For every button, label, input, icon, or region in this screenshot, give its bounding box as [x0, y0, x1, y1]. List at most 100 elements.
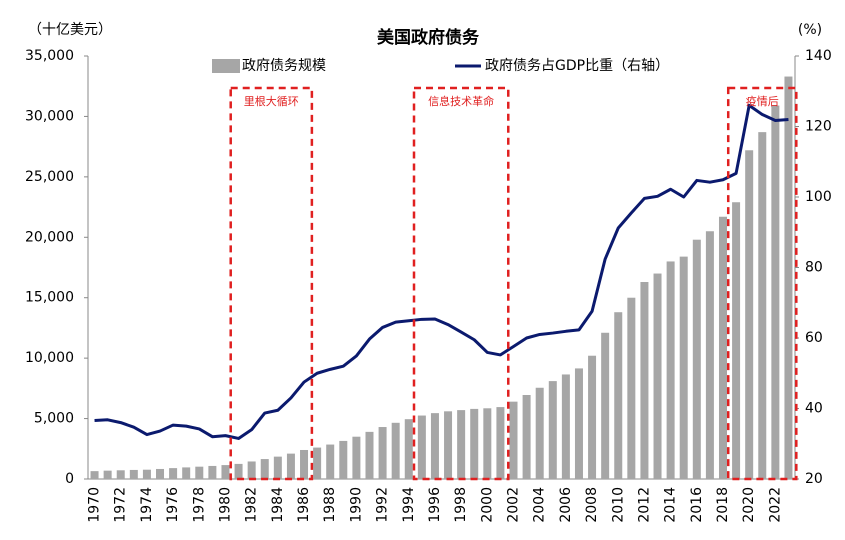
legend-label: 政府债务规模	[242, 58, 326, 74]
x-tick-label: 1974	[139, 487, 155, 523]
bar	[169, 468, 178, 479]
bar	[574, 368, 583, 479]
x-tick-label: 1984	[270, 487, 286, 523]
bar	[90, 471, 99, 479]
bar	[470, 408, 479, 479]
bar	[430, 413, 439, 479]
bar	[417, 415, 426, 479]
y2-tick-label: 40	[805, 401, 823, 417]
x-tick-label: 1998	[453, 487, 469, 523]
y-tick-label: 10,000	[25, 350, 74, 366]
bar	[195, 466, 204, 479]
annotation-label: 信息技术革命	[428, 94, 494, 108]
bar	[666, 261, 675, 479]
x-tick-label: 1982	[244, 487, 260, 523]
bar	[771, 105, 780, 480]
x-tick-label: 1990	[348, 487, 364, 523]
bar	[391, 422, 400, 479]
x-tick-label: 2012	[636, 487, 652, 523]
bar	[313, 447, 322, 479]
bar	[142, 469, 151, 479]
bar	[535, 387, 544, 479]
legend-label: 政府债务占GDP比重（右轴）	[485, 58, 669, 74]
annotation-label: 疫情后	[746, 94, 779, 108]
bar	[103, 470, 112, 479]
bar	[365, 431, 374, 479]
bar	[509, 401, 518, 479]
bar	[352, 436, 361, 479]
x-tick-label: 1986	[296, 487, 312, 523]
bar	[745, 150, 754, 480]
y-tick-label: 20,000	[25, 229, 74, 245]
y-tick-label: 25,000	[25, 169, 74, 185]
bar	[548, 381, 557, 479]
bar	[273, 456, 282, 479]
bar	[247, 461, 256, 479]
x-tick-label: 2004	[532, 487, 548, 523]
y2-tick-label: 100	[805, 189, 832, 205]
y2-axis-title: (%)	[798, 22, 822, 38]
x-tick-label: 1970	[87, 487, 103, 523]
bar	[286, 453, 295, 479]
y-tick-label: 15,000	[25, 290, 74, 306]
bar	[692, 239, 701, 479]
x-tick-label: 2018	[715, 487, 731, 523]
chart-title: 美国政府债务	[377, 27, 480, 48]
bar	[404, 419, 413, 479]
y-axis-title: （十亿美元）	[28, 22, 112, 38]
y2-tick-label: 120	[805, 119, 832, 135]
annotation-box	[412, 86, 510, 481]
x-tick-label: 2022	[767, 487, 783, 523]
x-tick-label: 2000	[479, 487, 495, 523]
bar	[234, 463, 243, 479]
bar	[718, 216, 727, 480]
x-tick-label: 1976	[165, 487, 181, 523]
y2-tick-label: 140	[805, 48, 832, 64]
bar	[601, 332, 610, 479]
bar	[732, 202, 741, 480]
bar	[208, 465, 217, 479]
bar	[653, 273, 662, 479]
x-tick-label: 1994	[401, 487, 417, 523]
x-tick-label: 2008	[584, 487, 600, 523]
bar	[378, 427, 387, 479]
y2-tick-label: 60	[805, 330, 823, 346]
y-tick-label: 0	[65, 471, 74, 487]
x-tick-label: 1988	[322, 487, 338, 523]
legend-swatch	[212, 59, 240, 73]
x-tick-label: 2020	[741, 487, 757, 523]
x-tick-label: 2006	[558, 487, 574, 523]
bar	[784, 76, 793, 479]
annotation-box	[229, 86, 314, 481]
bar	[444, 411, 453, 479]
x-tick-label: 2002	[506, 487, 522, 523]
bar	[326, 444, 335, 479]
x-tick-label: 1980	[217, 487, 233, 523]
bar	[614, 312, 623, 479]
bar	[483, 408, 492, 479]
x-tick-label: 1978	[191, 487, 207, 523]
y2-tick-label: 80	[805, 260, 823, 276]
bar	[221, 465, 230, 479]
bar	[339, 440, 348, 479]
bar	[522, 395, 531, 479]
bar	[129, 469, 138, 479]
x-tick-label: 2010	[610, 487, 626, 523]
bar	[679, 256, 688, 479]
y-tick-label: 30,000	[25, 108, 74, 124]
annotation-box	[726, 86, 798, 481]
bar	[561, 374, 570, 479]
bar	[705, 231, 714, 479]
bar	[182, 467, 191, 479]
bar	[496, 407, 505, 479]
bar	[300, 449, 309, 479]
bar	[457, 410, 466, 479]
bar	[627, 297, 636, 479]
bar	[260, 459, 269, 479]
y2-tick-label: 20	[805, 471, 823, 487]
line	[94, 103, 789, 440]
x-tick-label: 2016	[689, 487, 705, 523]
x-tick-label: 1996	[427, 487, 443, 523]
bar	[156, 468, 165, 479]
